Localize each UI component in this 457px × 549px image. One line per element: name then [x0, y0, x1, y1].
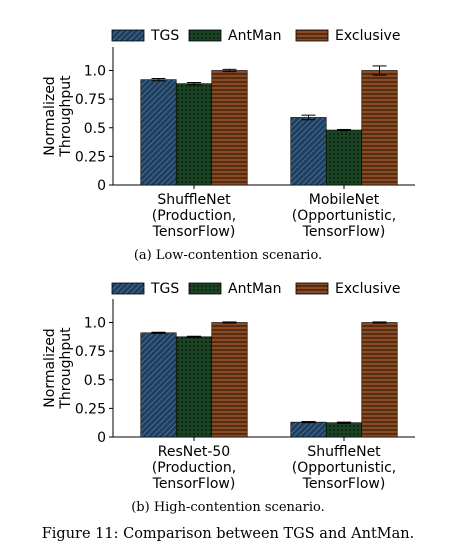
axes: 0 0.25 0.5 0.75 1.0 NormalizedThroughput: [42, 299, 415, 446]
y-axis-label: NormalizedThroughput: [42, 75, 74, 158]
y-tick-label: 0: [97, 430, 106, 446]
y-tick-label: 0.75: [75, 92, 106, 108]
legend-label-exclusive: Exclusive: [335, 28, 400, 44]
legend-swatch-exclusive: [295, 29, 329, 42]
subcaption-a: (a) Low-contention scenario.: [134, 248, 322, 263]
chart-low-contention: TGS AntMan Exclusive 0 0.25 0.5 0.75 1.0 Normal…: [42, 28, 415, 263]
x-tick-labels: ResNet-50 (Production, TensorFlow) ShuffleN…: [152, 444, 397, 492]
bar-exclusive: [361, 70, 398, 186]
bar-exclusive: [361, 322, 398, 438]
x-tick-label: ShuffleNet (Production, TensorFlow): [152, 192, 237, 240]
bar-tgs: [290, 117, 327, 186]
subcaption-b: (b) High-contention scenario.: [131, 500, 325, 515]
bar-tgs: [140, 332, 177, 438]
bars: [140, 65, 398, 186]
x-tick-label: ShuffleNet (Opportunistic, TensorFlow): [292, 444, 397, 492]
y-tick-label: 0.75: [75, 344, 106, 360]
x-tick-label: ResNet-50 (Production, TensorFlow): [152, 444, 237, 492]
y-tick-label: 1.0: [84, 64, 106, 80]
x-tick-labels: ShuffleNet (Production, TensorFlow) MobileN…: [152, 192, 397, 240]
bar-exclusive: [211, 70, 248, 186]
legend-swatch-antman: [188, 29, 222, 42]
legend: TGS AntMan Exclusive: [111, 281, 400, 297]
bar-tgs: [290, 421, 327, 438]
y-tick-label: 1.0: [84, 316, 106, 332]
bar-antman: [175, 336, 213, 438]
y-tick-label: 0: [97, 178, 106, 194]
bar-antman: [325, 129, 363, 186]
bar-exclusive: [211, 322, 248, 438]
chart-high-contention: TGS AntMan Exclusive 0 0.25 0.5 0.75 1.0 Normal…: [42, 281, 415, 515]
legend-label-antman: AntMan: [228, 281, 281, 297]
y-tick-label: 0.5: [84, 121, 106, 137]
bar-antman: [325, 422, 363, 438]
figure-caption: Figure 11: Comparison between TGS and An…: [42, 526, 415, 542]
legend-swatch-tgs: [111, 29, 145, 42]
legend: TGS AntMan Exclusive: [111, 28, 400, 44]
legend-swatch-exclusive: [295, 282, 329, 295]
legend-swatch-tgs: [111, 282, 145, 295]
x-tick-label: MobileNet (Opportunistic, TensorFlow): [292, 192, 397, 240]
bar-tgs: [140, 79, 177, 186]
bars: [140, 321, 398, 438]
y-axis-label: NormalizedThroughput: [42, 327, 74, 410]
y-tick-label: 0.5: [84, 373, 106, 389]
legend-label-antman: AntMan: [228, 28, 281, 44]
axes: 0 0.25 0.5 0.75 1.0 NormalizedThroughput: [42, 47, 415, 194]
bar-antman: [175, 83, 213, 186]
legend-swatch-antman: [188, 282, 222, 295]
y-tick-label: 0.25: [75, 149, 106, 165]
legend-label-tgs: TGS: [150, 28, 179, 44]
legend-label-exclusive: Exclusive: [335, 281, 400, 297]
y-tick-label: 0.25: [75, 401, 106, 417]
legend-label-tgs: TGS: [150, 281, 179, 297]
